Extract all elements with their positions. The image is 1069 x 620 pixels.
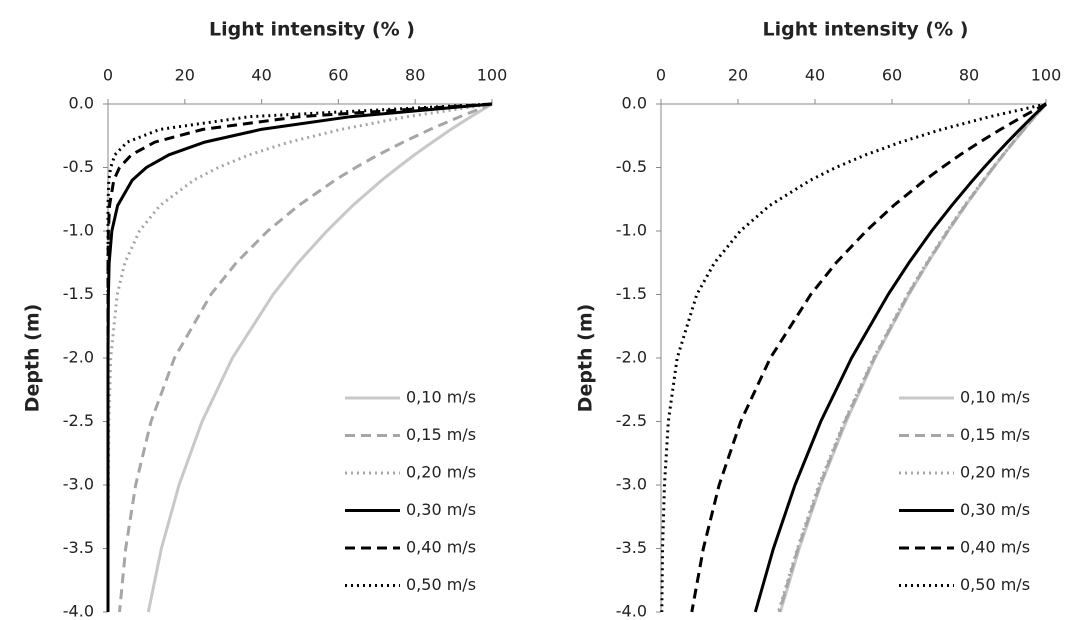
y-axis-title: Depth (m)	[22, 304, 44, 413]
legend-label: 0,20 m/s	[406, 463, 476, 482]
x-tick-label: 0	[656, 66, 666, 85]
y-tick-label: 0.0	[622, 94, 647, 113]
chart-title: Light intensity (% )	[763, 19, 969, 41]
x-tick-label: 0	[103, 66, 113, 85]
y-tick-label: -0.5	[63, 157, 94, 176]
x-tick-label: 80	[959, 66, 979, 85]
x-tick-label: 100	[1031, 66, 1062, 85]
x-tick-label: 40	[251, 66, 271, 85]
y-tick-label: -2.5	[616, 411, 647, 430]
x-tick-label: 100	[477, 66, 508, 85]
y-tick-label: -4.0	[616, 602, 647, 620]
data-line	[777, 102, 1048, 613]
x-tick-label: 60	[882, 66, 902, 85]
legend-label: 0,10 m/s	[406, 388, 476, 407]
legend-label: 0,50 m/s	[406, 575, 476, 594]
legend-label: 0,50 m/s	[960, 575, 1030, 594]
y-axis-title: Depth (m)	[575, 304, 597, 413]
chart-title: Light intensity (% )	[209, 19, 415, 41]
y-tick-label: 0.0	[69, 94, 94, 113]
y-tick-label: -2.0	[616, 348, 647, 367]
y-tick-label: -3.5	[63, 538, 94, 557]
legend-label: 0,40 m/s	[960, 538, 1030, 557]
y-tick-label: -0.5	[616, 157, 647, 176]
legend-label: 0,20 m/s	[960, 463, 1030, 482]
legend-label: 0,30 m/s	[960, 500, 1030, 519]
legend-label: 0,30 m/s	[406, 500, 476, 519]
x-tick-label: 20	[175, 66, 195, 85]
data-line	[778, 103, 1048, 613]
x-tick-label: 40	[805, 66, 825, 85]
y-tick-label: -1.0	[63, 221, 94, 240]
legend-label: 0,10 m/s	[960, 388, 1030, 407]
data-line	[118, 102, 493, 613]
y-tick-label: -1.5	[616, 284, 647, 303]
x-tick-label: 60	[328, 66, 348, 85]
x-tick-label: 80	[405, 66, 425, 85]
y-tick-label: -1.0	[616, 221, 647, 240]
y-tick-label: -1.5	[63, 284, 94, 303]
data-line	[690, 102, 1047, 613]
legend-label: 0,40 m/s	[406, 538, 476, 557]
x-tick-label: 20	[728, 66, 748, 85]
y-tick-label: -3.0	[63, 475, 94, 494]
y-tick-label: -2.5	[63, 411, 94, 430]
y-tick-label: -3.5	[616, 538, 647, 557]
legend-label: 0,15 m/s	[406, 425, 476, 444]
y-tick-label: -4.0	[63, 602, 94, 620]
data-line	[660, 102, 1047, 613]
y-tick-label: -3.0	[616, 475, 647, 494]
data-line	[146, 102, 493, 613]
data-line	[753, 102, 1048, 613]
y-tick-label: -2.0	[63, 348, 94, 367]
data-line	[106, 102, 493, 612]
legend-label: 0,15 m/s	[960, 425, 1030, 444]
data-line	[776, 102, 1048, 613]
